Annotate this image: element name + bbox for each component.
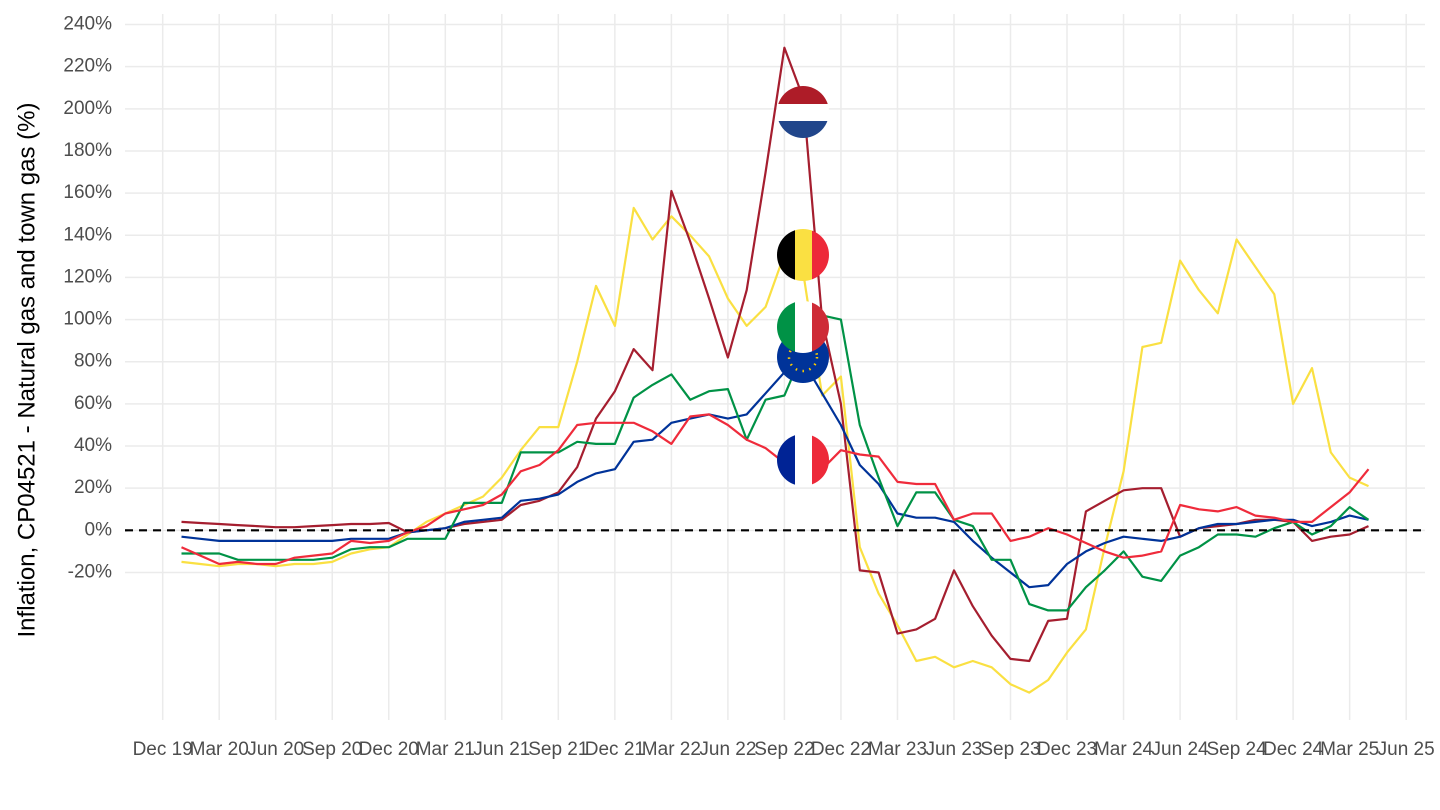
y-tick-label: 20% [74, 477, 112, 498]
x-tick-label: Mar 21 [416, 739, 475, 760]
y-tick-label: 180% [63, 140, 112, 161]
x-tick-label: Jun 20 [247, 739, 304, 760]
y-tick-label: 240% [63, 14, 112, 35]
flags [777, 86, 829, 486]
x-tick-label: Dec 23 [1037, 739, 1097, 760]
x-tick-label: Mar 25 [1320, 739, 1379, 760]
x-tick-label: Mar 24 [1094, 739, 1154, 760]
x-tick-label: Sep 22 [754, 739, 814, 760]
y-tick-label: 200% [63, 98, 112, 119]
x-tick-label: Jun 21 [473, 739, 530, 760]
series-line [181, 46, 1369, 663]
x-tick-label: Mar 23 [868, 739, 927, 760]
flag-nl [777, 86, 829, 138]
x-tick-label: Mar 20 [190, 739, 249, 760]
series-line [181, 314, 1370, 612]
grid [125, 14, 1425, 720]
y-tick-label: 40% [74, 435, 112, 456]
series-line [181, 206, 1369, 694]
y-axis-label: Inflation, CP04521 - Natural gas and tow… [13, 103, 40, 638]
x-tick-label: Jun 24 [1152, 739, 1209, 760]
x-tick-label: Dec 21 [585, 739, 645, 760]
x-tick-label: Mar 22 [642, 739, 701, 760]
y-tick-label: 220% [63, 56, 112, 77]
y-tick-label: -20% [68, 561, 112, 582]
flag-fr [777, 434, 829, 486]
flag-be [777, 229, 829, 281]
x-tick-label: Dec 22 [811, 739, 871, 760]
y-tick-label: 0% [85, 519, 113, 540]
y-tick-label: 60% [74, 393, 112, 414]
x-tick-label: Jun 23 [925, 739, 982, 760]
x-tick-label: Jun 22 [699, 739, 756, 760]
lines [125, 46, 1425, 694]
x-tick-label: Sep 24 [1206, 739, 1267, 760]
y-tick-label: 80% [74, 351, 112, 372]
y-tick-label: 160% [63, 182, 112, 203]
x-tick-label: Dec 20 [359, 739, 419, 760]
x-tick-label: Sep 23 [980, 739, 1040, 760]
x-tick-label: Jun 25 [1378, 739, 1435, 760]
x-tick-label: Dec 24 [1263, 739, 1324, 760]
x-tick-label: Sep 20 [302, 739, 362, 760]
flag-it [777, 301, 829, 353]
series-line [181, 360, 1369, 589]
x-tick-label: Sep 21 [528, 739, 588, 760]
x-tick-label: Dec 19 [133, 739, 193, 760]
y-tick-label: 140% [63, 224, 112, 245]
y-tick-label: 120% [63, 266, 112, 287]
series-line [181, 413, 1370, 566]
y-tick-label: 100% [63, 309, 112, 330]
